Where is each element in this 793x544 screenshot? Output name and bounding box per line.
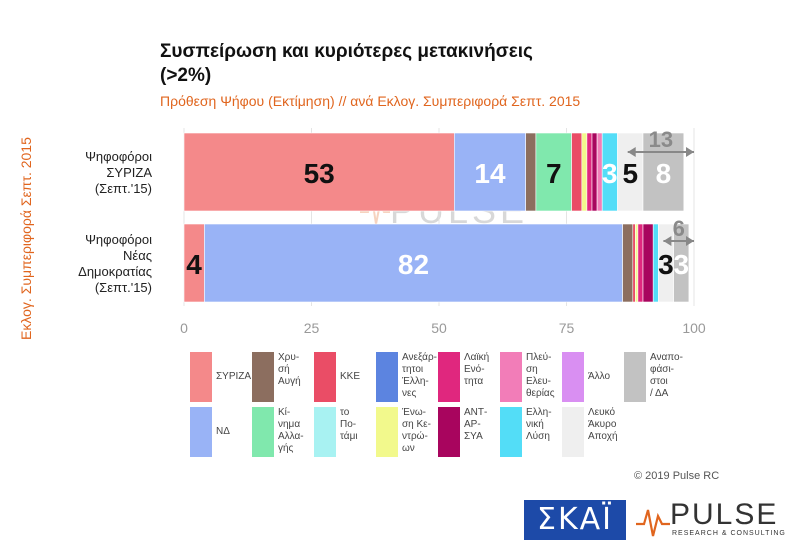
category-label: Νέας bbox=[123, 248, 152, 263]
legend-label: ΝΔ bbox=[216, 426, 230, 437]
bracket-arrow-right bbox=[686, 147, 694, 157]
legend-label: Πλεύ-ση Ελευ-θερίας bbox=[526, 352, 555, 399]
copyright-text: © 2019 Pulse RC bbox=[634, 470, 720, 482]
x-tick-label: 25 bbox=[304, 320, 320, 336]
bar-segment bbox=[635, 223, 639, 303]
legend-swatch bbox=[562, 407, 584, 457]
skai-logo: ΣΚΑΪ bbox=[524, 500, 626, 540]
legend-label: Λαϊκή Ενό-τητα bbox=[464, 352, 490, 387]
bar-segment bbox=[642, 223, 654, 303]
legend-label: Λευκό Άκυρο Αποχή bbox=[588, 407, 618, 442]
category-label: ΣΥΡΙΖΑ bbox=[106, 165, 152, 180]
legend-swatch bbox=[562, 352, 584, 402]
bar-segment bbox=[673, 223, 690, 303]
bar-segment bbox=[586, 132, 593, 212]
legend-label: Χρυ-σή Αυγή bbox=[278, 352, 301, 387]
data-label: 53 bbox=[304, 158, 335, 189]
legend-swatch bbox=[190, 407, 212, 457]
data-label: 3 bbox=[602, 158, 618, 189]
bar-segment bbox=[637, 223, 644, 303]
bar-segment bbox=[204, 223, 623, 303]
bar-segment bbox=[632, 223, 636, 303]
data-label: 8 bbox=[656, 158, 672, 189]
legend-swatch bbox=[190, 352, 212, 402]
data-label: 82 bbox=[398, 249, 429, 280]
legend-label: Ανεξάρ-τητοι Έλλη-νες bbox=[402, 352, 437, 399]
legend-swatch bbox=[624, 352, 646, 402]
bar-segment bbox=[453, 132, 526, 212]
pulse-wave-icon bbox=[636, 509, 670, 537]
legend-label: το Πο-τάμι bbox=[340, 407, 358, 442]
legend-swatch bbox=[376, 407, 398, 457]
x-tick-label: 100 bbox=[682, 320, 706, 336]
category-label: Δημοκρατίας bbox=[78, 264, 152, 279]
bar-segment bbox=[591, 132, 598, 212]
legend-label: Ελλη-νική Λύση bbox=[526, 407, 552, 442]
category-label: (Σεπτ.'15) bbox=[95, 280, 152, 295]
legend-swatch bbox=[438, 407, 460, 457]
bracket-arrow-left bbox=[627, 147, 636, 157]
legend-label: Ένω-ση Κε-ντρώ-ων bbox=[402, 407, 431, 454]
legend-swatch bbox=[314, 352, 336, 402]
legend-label: Αναπο-φάσι-στοι / ΔΑ bbox=[650, 352, 683, 399]
legend-swatch bbox=[252, 352, 274, 402]
legend-swatch bbox=[376, 352, 398, 402]
data-label: 14 bbox=[474, 158, 506, 189]
category-label: Ψηφοφόροι bbox=[85, 149, 152, 164]
bracket-label: 6 bbox=[673, 216, 685, 241]
legend-label: ΑΝΤ- ΑΡ- ΣΥΑ bbox=[464, 407, 488, 442]
bar-segment bbox=[183, 132, 455, 212]
pulse-logo-word: PULSE bbox=[670, 498, 779, 531]
data-label: 5 bbox=[622, 158, 638, 189]
category-label: Ψηφοφόροι bbox=[85, 232, 152, 247]
bar-segment bbox=[535, 132, 572, 212]
legend-label: ΣΥΡΙΖΑ bbox=[216, 371, 252, 382]
bar-segment bbox=[525, 132, 537, 212]
chart-subtitle: Πρόθεση Ψήφου (Εκτίμηση) // ανά Εκλογ. Σ… bbox=[160, 93, 581, 109]
data-label: 3 bbox=[658, 249, 674, 280]
legend-label: Άλλο bbox=[588, 371, 611, 382]
data-label: 3 bbox=[673, 249, 689, 280]
pulse-logo: PULSE RESEARCH & CONSULTING bbox=[636, 498, 786, 542]
legend-swatch bbox=[500, 407, 522, 457]
x-tick-label: 0 bbox=[180, 320, 188, 336]
data-label: 7 bbox=[546, 158, 562, 189]
bar-segment bbox=[642, 132, 685, 212]
legend-label: Κί-νημα Αλλα-γής bbox=[278, 407, 304, 454]
chart-title: Συσπείρωση και κυριότερες μετακινήσεις (… bbox=[160, 41, 533, 86]
legend-swatch bbox=[438, 352, 460, 402]
bar-segment bbox=[617, 132, 644, 212]
pulse-logo-sub: RESEARCH & CONSULTING bbox=[672, 530, 786, 537]
chart-legend: ΣΥΡΙΖΑ ΝΔ Χρυ-σή Αυγή Κί-νημα Αλλα-γής ΚΚΕ το Πο… bbox=[190, 352, 683, 462]
bracket-label: 13 bbox=[649, 127, 673, 152]
x-tick-label: 50 bbox=[431, 320, 447, 336]
x-tick-label: 75 bbox=[559, 320, 575, 336]
legend-swatch bbox=[252, 407, 274, 457]
bracket-arrow-left bbox=[663, 236, 672, 246]
legend-label: ΚΚΕ bbox=[340, 371, 361, 382]
category-label: (Σεπτ.'15) bbox=[95, 181, 152, 196]
legend-swatch bbox=[314, 407, 336, 457]
bar-segment bbox=[622, 223, 634, 303]
bracket-arrow-right bbox=[686, 236, 694, 246]
bar-segment bbox=[571, 132, 583, 212]
legend-swatch bbox=[500, 352, 522, 402]
data-label: 4 bbox=[186, 249, 202, 280]
bar-segment bbox=[581, 132, 588, 212]
